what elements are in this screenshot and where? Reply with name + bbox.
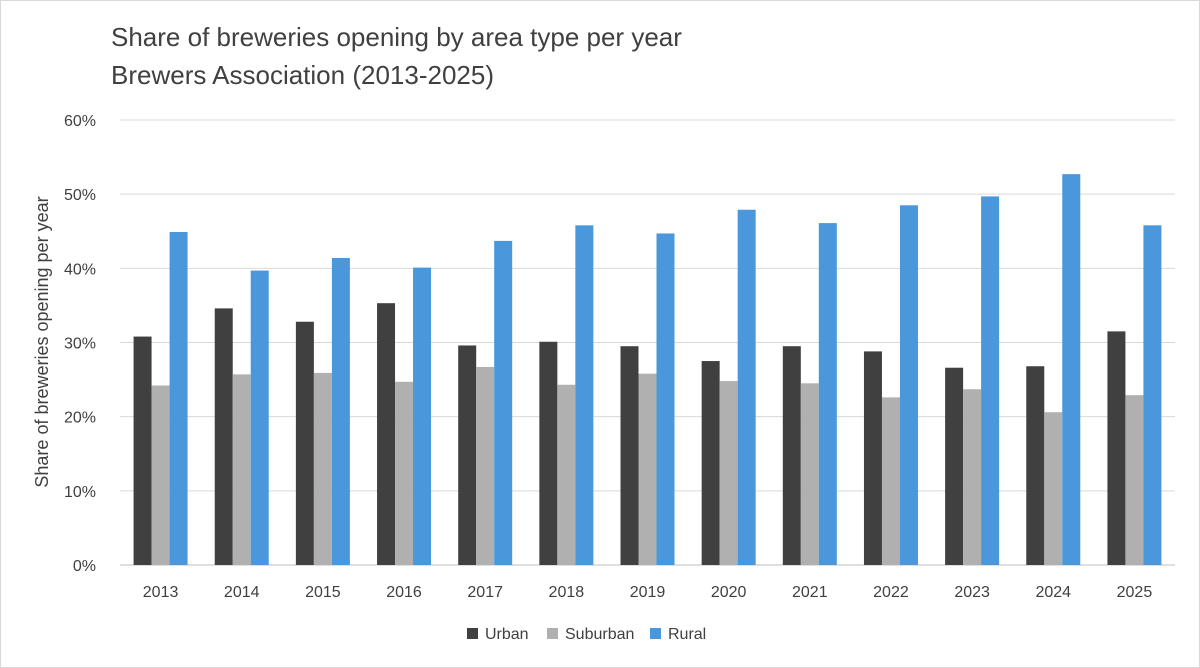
bar-rural-2016 (413, 267, 432, 565)
bar-suburban-2017 (476, 366, 495, 565)
x-tick-label: 2023 (954, 584, 990, 601)
bars (133, 174, 1162, 566)
bar-urban-2015 (295, 321, 314, 565)
x-tick-label: 2022 (873, 584, 909, 601)
y-tick-label: 60% (64, 113, 96, 130)
y-tick-label: 20% (64, 410, 96, 427)
bar-rural-2021 (818, 223, 837, 565)
bar-suburban-2018 (557, 384, 576, 565)
bar-urban-2023 (945, 367, 964, 565)
x-tick-label: 2021 (792, 584, 828, 601)
bar-rural-2024 (1062, 174, 1081, 565)
bar-urban-2017 (458, 345, 477, 565)
legend-swatch-rural (650, 628, 661, 639)
x-tick-label: 2024 (1035, 584, 1071, 601)
bar-suburban-2013 (151, 385, 170, 565)
x-tick-label: 2016 (386, 584, 422, 601)
bar-suburban-2015 (313, 372, 332, 565)
chart-subtitle: Brewers Association (2013-2025) (111, 60, 494, 90)
legend: Urban Suburban Rural (467, 626, 706, 643)
bar-rural-2015 (331, 257, 350, 565)
x-tick-label: 2025 (1117, 584, 1153, 601)
y-axis-label: Share of breweries opening per year (32, 196, 52, 487)
y-tick-label: 30% (64, 336, 96, 353)
legend-swatch-urban (467, 628, 478, 639)
y-axis-ticks: 0% 10% 20% 30% 40% 50% 60% (64, 113, 96, 575)
bar-rural-2018 (575, 225, 594, 566)
x-tick-label: 2019 (630, 584, 666, 601)
bar-rural-2013 (169, 231, 188, 565)
y-tick-label: 10% (64, 484, 96, 501)
bar-urban-2014 (214, 308, 233, 565)
bar-suburban-2014 (232, 374, 251, 565)
bar-urban-2016 (377, 303, 396, 565)
bar-urban-2013 (133, 336, 152, 565)
bar-suburban-2023 (963, 389, 982, 565)
bar-rural-2014 (250, 270, 269, 565)
bar-rural-2020 (737, 209, 756, 565)
bar-suburban-2021 (800, 383, 819, 565)
bar-rural-2022 (899, 205, 918, 565)
bar-urban-2022 (863, 351, 882, 565)
x-tick-label: 2020 (711, 584, 747, 601)
y-tick-label: 40% (64, 261, 96, 278)
bar-rural-2019 (656, 233, 675, 565)
legend-label-urban: Urban (485, 626, 529, 643)
bar-urban-2019 (620, 346, 639, 565)
bar-urban-2021 (782, 346, 801, 565)
chart-title: Share of breweries opening by area type … (111, 22, 682, 52)
bar-rural-2023 (981, 196, 1000, 565)
bar-urban-2024 (1026, 366, 1045, 565)
legend-swatch-suburban (547, 628, 558, 639)
bar-suburban-2024 (1044, 412, 1063, 565)
bar-rural-2017 (494, 240, 513, 565)
x-tick-label: 2014 (224, 584, 260, 601)
bar-urban-2020 (701, 361, 720, 565)
bar-rural-2025 (1143, 225, 1162, 566)
y-tick-label: 50% (64, 187, 96, 204)
x-tick-label: 2017 (467, 584, 503, 601)
bar-suburban-2020 (719, 381, 738, 565)
bar-suburban-2019 (638, 373, 657, 565)
legend-label-rural: Rural (668, 626, 706, 643)
y-tick-label: 0% (73, 558, 96, 575)
bar-suburban-2016 (395, 381, 414, 565)
x-tick-label: 2018 (549, 584, 585, 601)
x-tick-label: 2013 (143, 584, 179, 601)
bar-urban-2025 (1107, 331, 1126, 565)
x-tick-label: 2015 (305, 584, 341, 601)
bar-suburban-2022 (881, 397, 900, 565)
bar-suburban-2025 (1125, 395, 1144, 565)
legend-label-suburban: Suburban (565, 626, 634, 643)
bar-urban-2018 (539, 341, 558, 565)
x-axis-ticks: 2013 2014 2015 2016 2017 2018 2019 2020 2021 2022… (143, 584, 1153, 601)
